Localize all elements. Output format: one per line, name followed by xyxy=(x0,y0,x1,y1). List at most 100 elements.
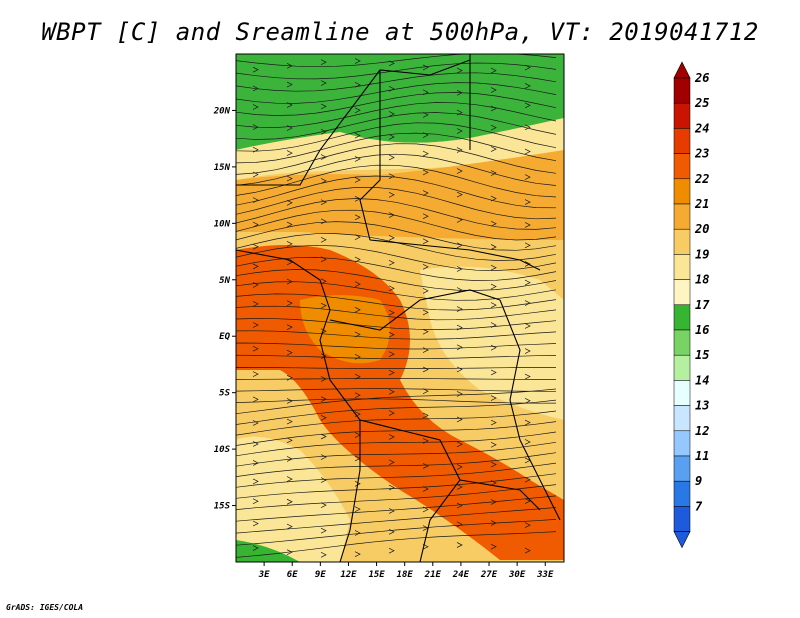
streamline-arrow-icon xyxy=(388,212,395,218)
streamline-arrow-icon xyxy=(456,109,463,116)
colorbar-label: 13 xyxy=(695,399,709,413)
streamline-arrow-icon xyxy=(354,373,361,380)
streamline-arrow-icon xyxy=(354,195,361,202)
streamline-arrow-icon xyxy=(286,523,293,530)
streamline-arrow-icon xyxy=(490,170,497,176)
streamline-arrow-icon xyxy=(354,214,361,221)
streamline-arrow-icon xyxy=(524,222,531,228)
streamline-arrow-icon xyxy=(524,261,531,267)
streamline-arrow-icon xyxy=(388,529,395,535)
streamline xyxy=(236,92,557,116)
lat-tick-label: 5S xyxy=(219,389,230,399)
streamline xyxy=(236,132,557,164)
streamline xyxy=(236,143,557,175)
streamline-arrow-icon xyxy=(320,477,327,483)
streamline-arrow-icon xyxy=(388,434,395,440)
streamline-arrow-icon xyxy=(490,480,497,486)
streamline-arrow-icon xyxy=(490,124,497,131)
streamline xyxy=(236,164,557,198)
streamline-arrow-icon xyxy=(422,412,429,419)
streamline-arrow-icon xyxy=(252,498,259,505)
streamline-arrow-icon xyxy=(320,199,327,206)
colorbar-label: 24 xyxy=(694,121,709,135)
streamline-arrow-icon xyxy=(354,306,361,313)
colorbar-swatch xyxy=(673,102,691,129)
streamline-arrow-icon xyxy=(456,266,463,272)
lat-tick-label: EQ xyxy=(219,332,230,342)
streamline-arrow-icon xyxy=(422,463,429,469)
lon-tick-label: 18E xyxy=(397,570,414,580)
streamline-arrow-icon xyxy=(354,256,361,263)
streamline xyxy=(236,122,557,152)
streamline-arrow-icon xyxy=(456,306,463,312)
streamline-arrow-icon xyxy=(252,243,259,250)
colorbar-label: 25 xyxy=(694,96,709,110)
streamline xyxy=(236,399,557,425)
streamline-arrow-icon xyxy=(354,354,361,360)
colorbar-swatch xyxy=(673,354,691,381)
lon-tick-label: 24E xyxy=(452,570,470,580)
streamline-arrow-icon xyxy=(422,506,429,513)
streamline-arrow-icon xyxy=(286,349,293,356)
colorbar-label: 26 xyxy=(694,71,709,85)
streamline-arrow-icon xyxy=(456,147,463,153)
streamline xyxy=(236,112,557,140)
lon-tick-label: 27E xyxy=(480,570,498,580)
streamline xyxy=(236,441,557,467)
streamline-arrow-icon xyxy=(354,506,361,512)
streamline-arrow-icon xyxy=(456,441,463,448)
streamline-arrow-icon xyxy=(354,331,361,338)
streamline xyxy=(236,484,557,511)
chart-title: WBPT [C] and Sreamline at 500hPa, VT: 20… xyxy=(41,18,759,46)
streamline-arrow-icon xyxy=(490,105,497,112)
streamline xyxy=(236,342,557,350)
streamline xyxy=(236,102,557,128)
streamline-arrow-icon xyxy=(286,498,293,505)
streamline-arrow-icon xyxy=(388,235,395,241)
colorbar-bottom-arrow xyxy=(673,531,691,549)
streamline-arrow-icon xyxy=(320,278,327,285)
streamline-arrow-icon xyxy=(320,396,327,403)
region-green-southwest xyxy=(236,540,300,562)
streamline-arrow-icon xyxy=(524,522,531,528)
colorbar-swatch xyxy=(673,455,691,482)
colorbar-label: 11 xyxy=(695,449,709,463)
streamline-arrow-icon xyxy=(524,279,531,286)
streamline-arrow-icon xyxy=(252,85,259,92)
streamline-arrow-icon xyxy=(422,169,429,176)
streamline-arrow-icon xyxy=(490,344,497,351)
streamline-arrow-icon xyxy=(286,63,293,69)
streamline xyxy=(236,153,557,186)
streamline-arrow-icon xyxy=(252,221,259,228)
streamline xyxy=(236,293,557,311)
streamline-arrow-icon xyxy=(252,345,259,352)
streamline-arrow-icon xyxy=(286,324,293,330)
streamline-arrow-icon xyxy=(524,83,531,89)
streamline xyxy=(236,507,557,534)
streamline-arrow-icon xyxy=(252,322,259,328)
streamline-arrow-icon xyxy=(252,441,259,447)
streamline-arrow-icon xyxy=(490,322,497,328)
streamline-arrow-icon xyxy=(422,347,429,353)
streamline-arrow-icon xyxy=(286,199,293,206)
lat-tick-label: 15N xyxy=(214,163,231,173)
streamline-arrow-icon xyxy=(388,459,395,466)
streamline-arrow-icon xyxy=(456,217,463,223)
streamline-arrow-icon xyxy=(456,67,463,74)
colorbar-label: 19 xyxy=(695,247,709,261)
colorbar-label: 17 xyxy=(695,298,710,312)
streamline-arrow-icon xyxy=(286,437,293,444)
streamline-arrow-icon xyxy=(354,177,361,183)
streamline-arrow-icon xyxy=(252,124,259,130)
colorbar-label: 16 xyxy=(695,323,709,337)
streamline-arrow-icon xyxy=(252,146,259,153)
streamline-arrow-icon xyxy=(320,218,327,225)
colorbar-swatch xyxy=(673,178,691,205)
streamline-arrow-icon xyxy=(286,241,293,247)
streamline xyxy=(236,187,557,220)
colorbar: 26 25 24 23 22 21 20 19 18 17 16 15 14 13 12 11 9 7 xyxy=(673,61,710,549)
streamline-arrow-icon xyxy=(524,373,531,380)
streamline-arrow-icon xyxy=(388,547,395,554)
streamline-arrow-icon xyxy=(354,82,361,88)
colorbar-label: 18 xyxy=(695,273,709,287)
